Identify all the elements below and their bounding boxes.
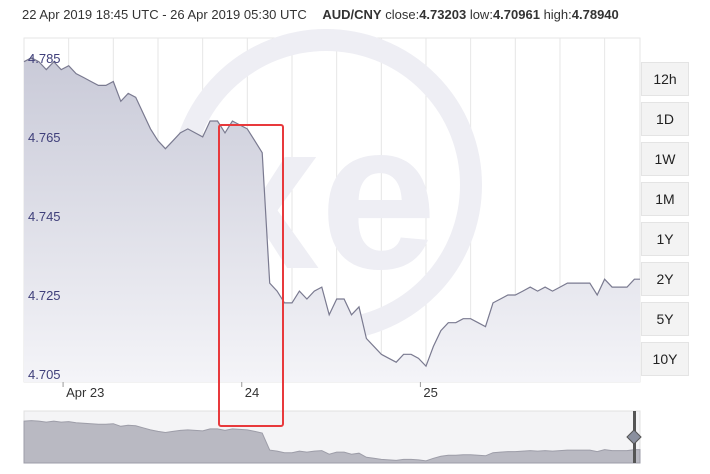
y-tick-label: 4.765 [28,130,61,145]
chart-header: 22 Apr 2019 18:45 UTC - 26 Apr 2019 05:3… [22,7,619,22]
date-range: 22 Apr 2019 18:45 UTC - 26 Apr 2019 05:3… [22,7,307,22]
x-tick-label: Apr 23 [66,385,104,400]
range-button-1m[interactable]: 1M [641,182,689,216]
range-button-12h[interactable]: 12h [641,62,689,96]
range-button-1y[interactable]: 1Y [641,222,689,256]
navigator-area [23,420,641,464]
high-label: high: [543,7,572,22]
y-tick-label: 4.725 [28,288,61,303]
low-label: low: [469,7,493,22]
y-tick-label: 4.745 [28,209,61,224]
low-value: 4.70961 [492,7,540,22]
currency-pair: AUD/CNY [322,7,382,22]
high-value: 4.78940 [571,7,619,22]
range-button-5y[interactable]: 5Y [641,302,689,336]
y-axis-labels: 4.785 4.765 4.745 4.725 4.705 [28,51,61,382]
range-button-1w[interactable]: 1W [641,142,689,176]
y-tick-label: 4.785 [28,51,61,66]
x-tick-label: 25 [423,385,437,400]
series-layer [23,57,640,383]
y-tick-label: 4.705 [28,367,61,382]
x-axis-labels: Apr 23 24 25 [62,382,438,400]
close-value: 4.73203 [419,7,467,22]
x-tick-label: 24 [245,385,259,400]
series-line [23,57,640,368]
navigator-handle[interactable] [626,411,642,463]
range-button-10y[interactable]: 10Y [641,342,689,376]
range-button-1d[interactable]: 1D [641,102,689,136]
close-label: close: [385,7,420,22]
range-button-2y[interactable]: 2Y [641,262,689,296]
navigator-handle-grip-icon[interactable] [626,429,642,445]
series-area [24,57,640,383]
